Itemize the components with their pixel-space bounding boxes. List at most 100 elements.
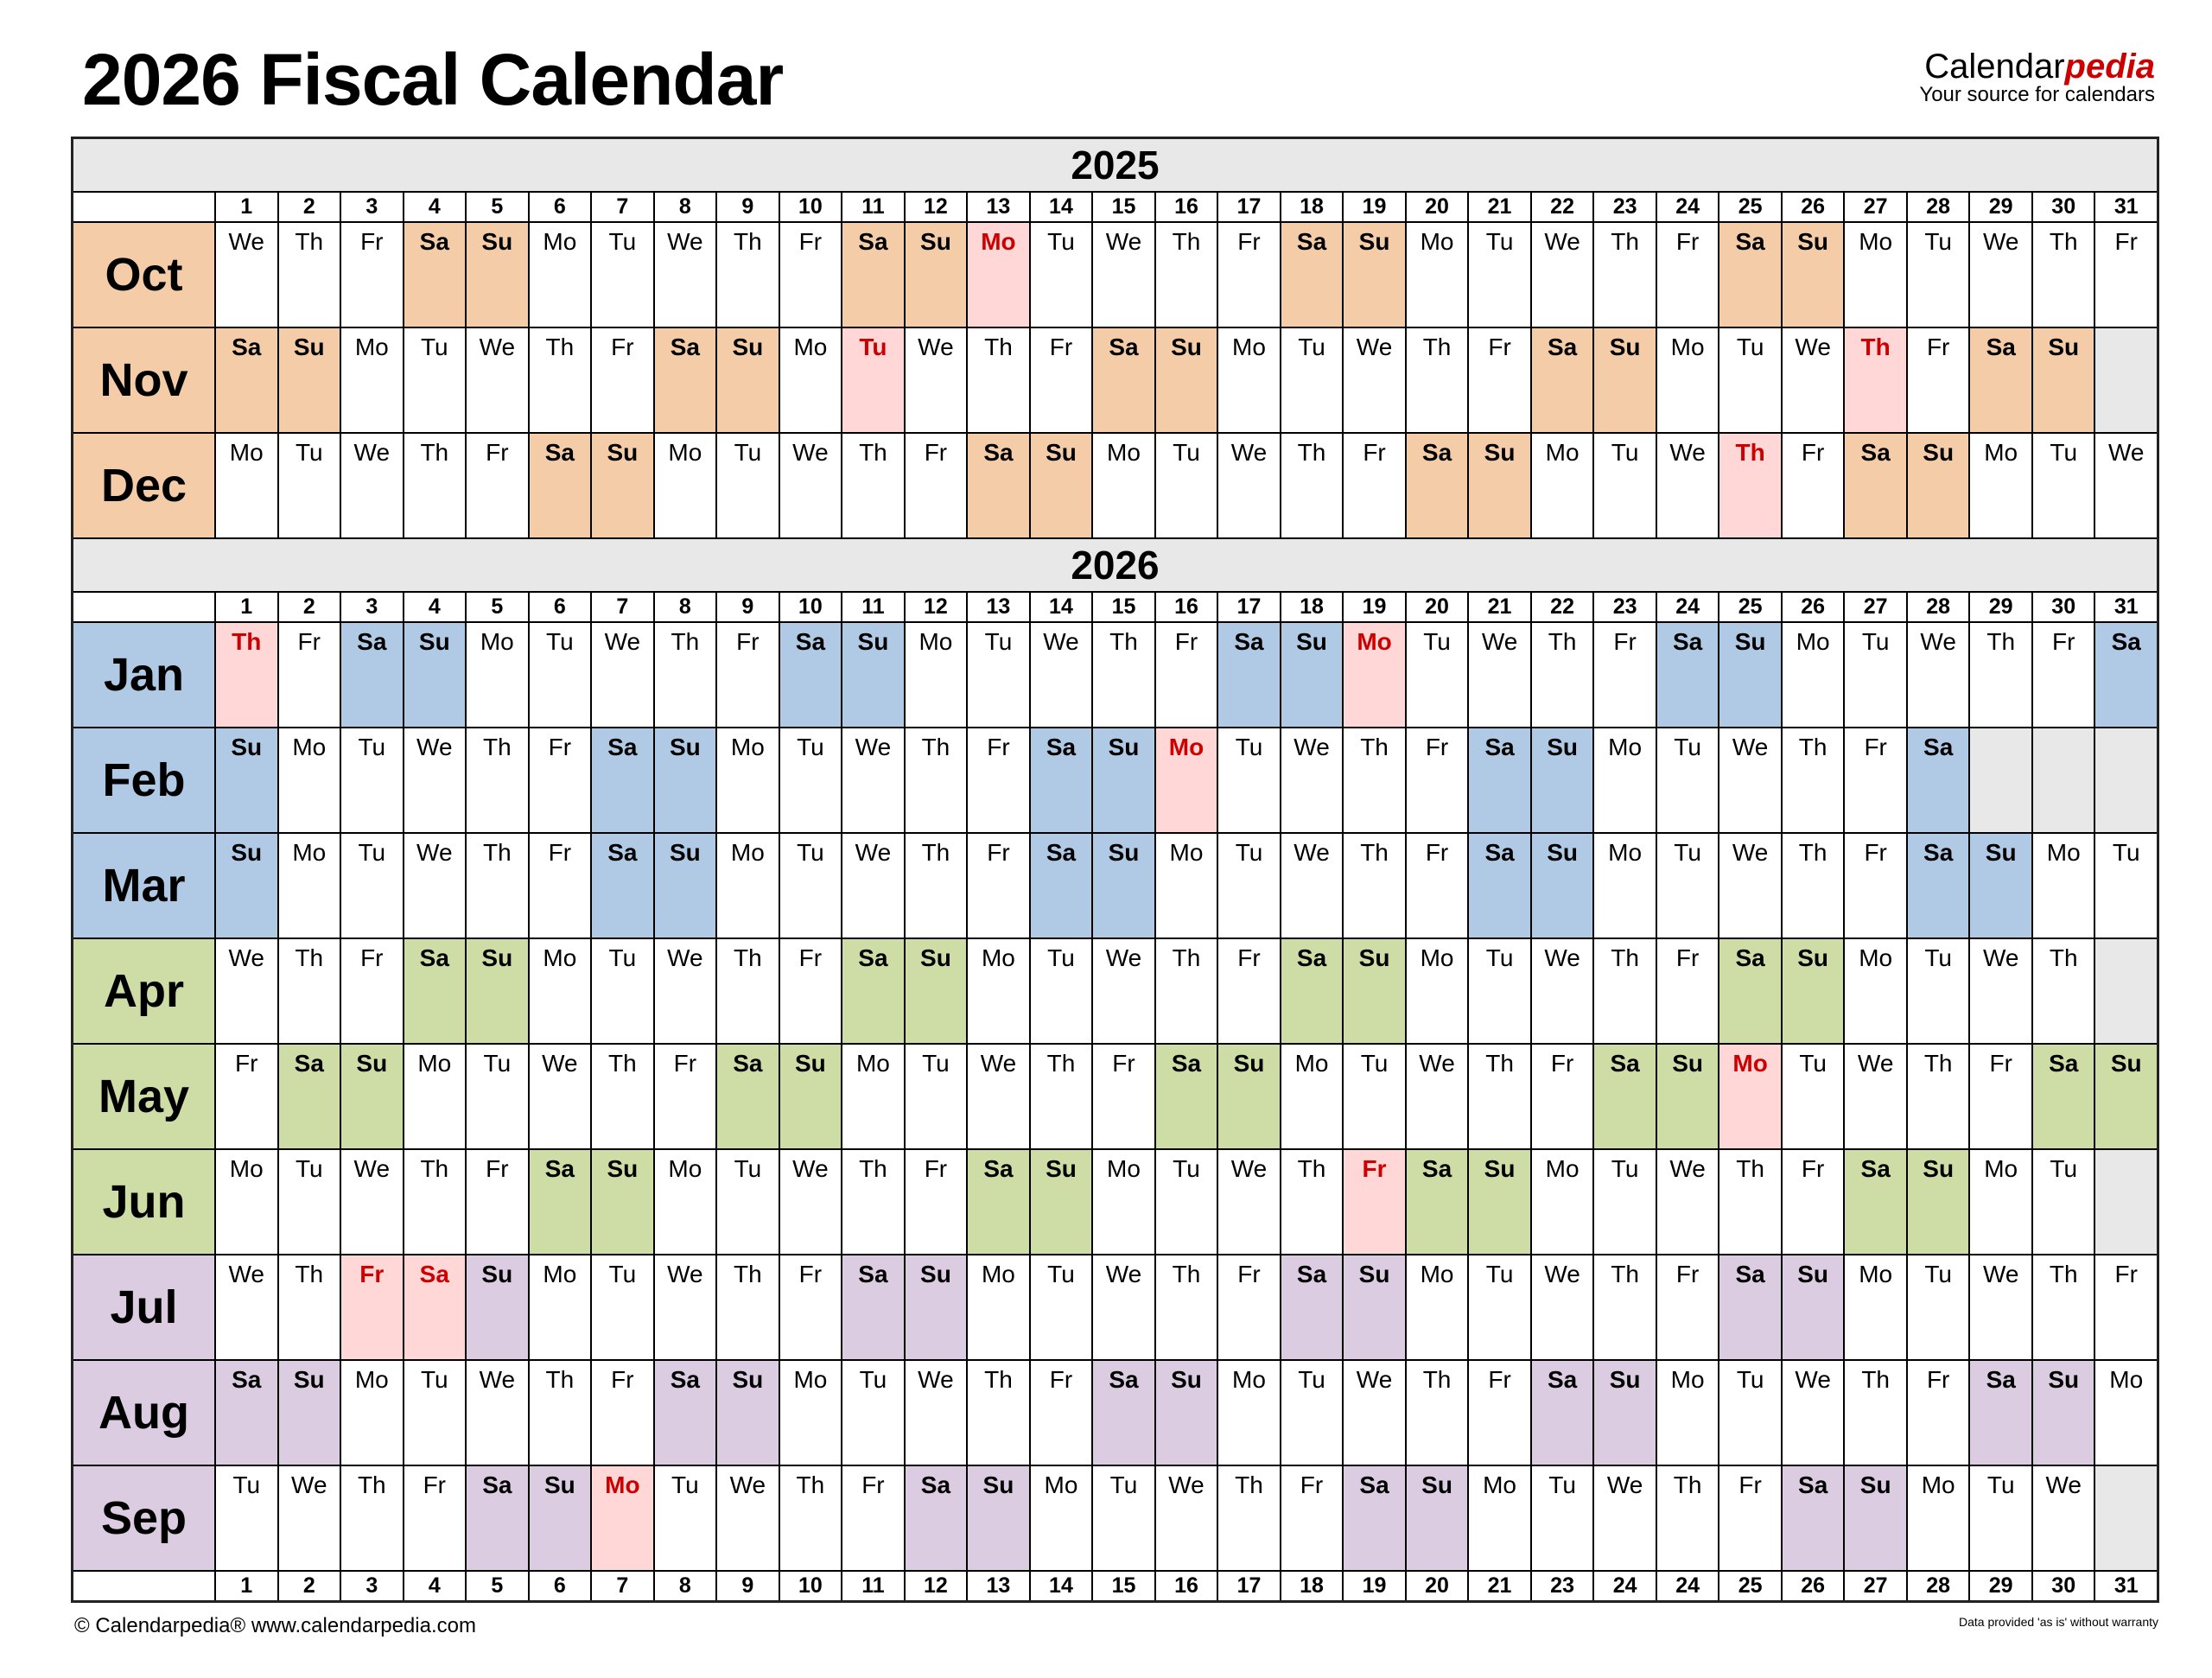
day-cell: Tu	[1656, 728, 1719, 832]
day-number: 16	[1155, 593, 1217, 621]
day-number: 30	[2032, 193, 2094, 221]
day-cell: Fr	[968, 728, 1029, 832]
day-cell: Th	[779, 1466, 842, 1570]
weekend-cell: Su	[2032, 328, 2094, 432]
weekend-cell: Sa	[1093, 1361, 1154, 1465]
day-cell: Fr	[2095, 1255, 2157, 1359]
day-cell: Tu	[1218, 834, 1280, 938]
day-cell: Tu	[1281, 328, 1343, 432]
day-cell: Th	[1218, 1466, 1280, 1570]
day-cell: We	[1531, 223, 1593, 327]
weekend-cell: Sa	[1281, 1255, 1343, 1359]
weekend-cell: Sa	[529, 1150, 591, 1254]
day-cell: Mo	[1845, 223, 1906, 327]
day-cell: Mo	[216, 434, 277, 537]
weekend-cell: Sa	[1531, 328, 1593, 432]
day-number: 18	[1281, 1572, 1343, 1600]
day-cell: Tu	[1656, 834, 1719, 938]
day-cell: Mo	[1656, 328, 1719, 432]
month-label-jul: Jul	[73, 1255, 214, 1359]
day-number: 24	[1656, 1572, 1719, 1600]
weekend-cell: Su	[905, 223, 967, 327]
day-cell: Tu	[1907, 939, 1969, 1043]
month-label-mar: Mar	[73, 834, 214, 938]
day-cell: Tu	[1218, 728, 1280, 832]
weekend-cell: Su	[216, 728, 277, 832]
empty-cell	[1970, 728, 2031, 832]
day-cell: Fr	[905, 434, 967, 537]
day-cell: Th	[1782, 728, 1844, 832]
day-cell: Tu	[1469, 223, 1530, 327]
day-cell: Fr	[1594, 623, 1656, 727]
day-cell: Th	[278, 939, 340, 1043]
day-cell: Th	[1469, 1045, 1530, 1148]
weekend-cell: Sa	[1719, 939, 1781, 1043]
day-cell: Tu	[592, 1255, 653, 1359]
day-cell: Mo	[1406, 939, 1468, 1043]
day-number: 4	[404, 193, 466, 221]
day-cell: Th	[1030, 1045, 1092, 1148]
day-cell: We	[1469, 623, 1530, 727]
day-cell: Fr	[1030, 1361, 1092, 1465]
day-number: 27	[1845, 593, 1906, 621]
weekend-cell: Sa	[1656, 623, 1719, 727]
day-cell: Tu	[779, 728, 842, 832]
day-cell: Th	[1531, 623, 1593, 727]
day-number: 11	[842, 1572, 904, 1600]
day-cell: Mo	[1656, 1361, 1719, 1465]
weekend-cell: Sa	[341, 623, 403, 727]
day-cell: Fr	[404, 1466, 466, 1570]
day-number: 4	[404, 593, 466, 621]
day-number: 6	[529, 593, 591, 621]
day-cell: Th	[1406, 328, 1468, 432]
day-number: 19	[1344, 1572, 1405, 1600]
weekend-cell: Sa	[1782, 1466, 1844, 1570]
day-number: 16	[1155, 193, 1217, 221]
day-cell: Tu	[1594, 1150, 1656, 1254]
day-number: 28	[1907, 593, 1969, 621]
holiday-cell: Th	[1719, 434, 1781, 537]
day-cell: Tu	[216, 1466, 277, 1570]
day-cell: Th	[1155, 939, 1217, 1043]
weekend-cell: Su	[654, 834, 716, 938]
day-cell: Th	[1656, 1466, 1719, 1570]
weekend-cell: Su	[1030, 434, 1092, 537]
weekend-cell: Su	[1782, 223, 1844, 327]
weekend-cell: Su	[717, 1361, 779, 1465]
day-cell: We	[1344, 1361, 1405, 1465]
day-cell: Th	[1093, 623, 1154, 727]
day-cell: We	[216, 939, 277, 1043]
weekend-cell: Sa	[1469, 834, 1530, 938]
weekend-cell: Sa	[717, 1045, 779, 1148]
day-cell: Mo	[404, 1045, 466, 1148]
month-label-dec: Dec	[73, 434, 214, 537]
day-cell: We	[592, 623, 653, 727]
day-number: 13	[968, 1572, 1029, 1600]
weekend-cell: Sa	[216, 328, 277, 432]
weekend-cell: Sa	[1594, 1045, 1656, 1148]
day-cell: We	[905, 328, 967, 432]
month-label-jun: Jun	[73, 1150, 214, 1254]
day-cell: Tu	[1030, 939, 1092, 1043]
holiday-cell: Mo	[1155, 728, 1217, 832]
day-cell: Fr	[1218, 223, 1280, 327]
day-cell: Th	[1281, 1150, 1343, 1254]
weekend-cell: Su	[905, 1255, 967, 1359]
weekend-cell: Sa	[1907, 728, 1969, 832]
day-cell: Mo	[1030, 1466, 1092, 1570]
weekend-cell: Su	[1218, 1045, 1280, 1148]
day-cell: Tu	[404, 1361, 466, 1465]
day-cell: Th	[404, 434, 466, 537]
day-cell: Th	[278, 223, 340, 327]
day-cell: Tu	[654, 1466, 716, 1570]
weekend-cell: Sa	[905, 1466, 967, 1570]
day-number: 1	[216, 1572, 277, 1600]
empty-cell	[2095, 728, 2157, 832]
day-cell: We	[1030, 623, 1092, 727]
weekend-cell: Sa	[1719, 223, 1781, 327]
day-cell: We	[341, 1150, 403, 1254]
day-cell: Fr	[467, 434, 528, 537]
day-number: 8	[654, 193, 716, 221]
day-cell: We	[1907, 623, 1969, 727]
weekend-cell: Su	[1155, 1361, 1217, 1465]
